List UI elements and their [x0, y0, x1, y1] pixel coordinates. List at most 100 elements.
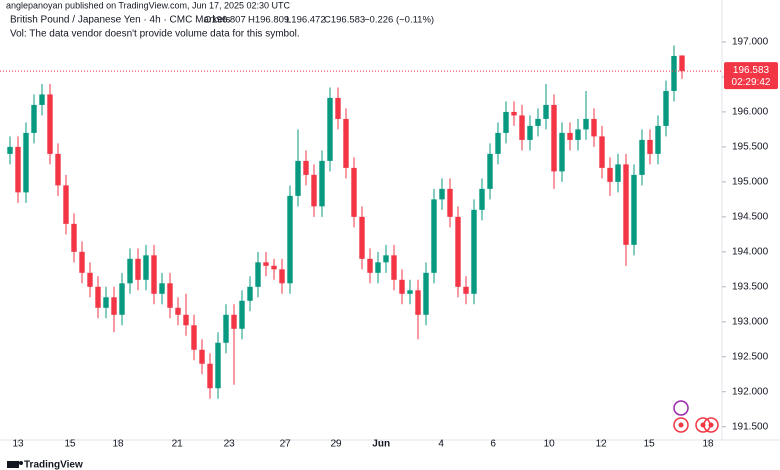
x-tick-label: 29 — [330, 439, 342, 450]
candle-body — [607, 167, 613, 182]
change: −0.226 (−0.11%) — [364, 15, 434, 26]
candle-body — [15, 146, 21, 193]
candle-body — [183, 314, 189, 326]
x-tick-label: 23 — [224, 439, 236, 450]
candle-body — [199, 349, 205, 364]
candle-body — [391, 255, 397, 280]
candle-body — [399, 279, 405, 294]
candle-body — [447, 188, 453, 217]
candle-body — [647, 139, 653, 154]
candle-body — [551, 104, 557, 172]
candle-body — [119, 283, 125, 315]
tv-logo — [7, 461, 23, 468]
candle-body — [487, 153, 493, 189]
y-tick-label: 197.000 — [732, 37, 769, 48]
candle-body — [383, 255, 389, 263]
candle-body — [351, 167, 357, 217]
candle-body — [31, 104, 37, 133]
candle-body — [343, 118, 349, 168]
candle-body — [263, 262, 269, 266]
candle-body — [303, 160, 309, 175]
candle-body — [327, 97, 333, 161]
candle-body — [463, 286, 469, 294]
candle-body — [359, 216, 365, 259]
candle-body — [599, 136, 605, 168]
y-tick-label: 194.000 — [732, 246, 769, 257]
x-tick-label: 15 — [644, 439, 656, 450]
candle-body — [663, 90, 669, 126]
candle-body — [639, 139, 645, 175]
ohlc-low: L196.472 — [286, 15, 326, 26]
x-tick-label: 12 — [596, 439, 608, 450]
candle-body — [519, 115, 525, 140]
candle-body — [495, 132, 501, 154]
candle-body — [271, 265, 277, 270]
candle-body — [367, 258, 373, 273]
candle-body — [295, 160, 301, 196]
y-tick-label: 192.000 — [732, 386, 769, 397]
candle-body — [503, 111, 509, 133]
candle-body — [431, 199, 437, 273]
candle-body — [71, 223, 77, 252]
candle-body — [7, 146, 13, 154]
candle-body — [215, 342, 221, 389]
candle-body — [287, 195, 293, 284]
y-tick-label: 195.000 — [732, 177, 769, 188]
candle-body — [567, 132, 573, 140]
candle-body — [47, 94, 53, 154]
candle-body — [95, 286, 101, 308]
candle-body — [679, 55, 685, 72]
candle-body — [167, 283, 173, 308]
x-tick-label: 15 — [64, 439, 76, 450]
candle-body — [23, 132, 29, 193]
candle-body — [279, 269, 285, 284]
candle-body — [231, 314, 237, 329]
candle-body — [135, 258, 141, 280]
candle-body — [415, 290, 421, 315]
y-tick-label: 193.500 — [732, 281, 769, 292]
x-tick-label: 21 — [172, 439, 184, 450]
x-tick-label: 10 — [544, 439, 556, 450]
candle-body — [543, 104, 549, 119]
candle-body — [239, 300, 245, 329]
candle-body — [111, 297, 117, 315]
candle-body — [591, 118, 597, 137]
ohlc-high: H196.809 — [248, 15, 289, 26]
candle-body — [471, 209, 477, 294]
y-tick-label: 195.500 — [732, 142, 769, 153]
y-tick-label: 194.500 — [732, 211, 769, 222]
candle-body — [87, 272, 93, 287]
last-price-box — [724, 62, 778, 90]
x-tick-label: 4 — [438, 439, 444, 450]
candle-body — [439, 188, 445, 200]
candle-body — [311, 174, 317, 207]
candle-body — [335, 97, 341, 119]
last-price-label: 196.583 — [733, 65, 770, 76]
candle-body — [479, 188, 485, 210]
candle-body — [455, 216, 461, 287]
ohlc-open: O196.807 — [204, 15, 246, 26]
publisher: anglepanoyan published on TradingView.co… — [6, 0, 291, 10]
candle-body — [127, 258, 133, 284]
x-tick-label: 18 — [702, 439, 714, 450]
candle-body — [255, 262, 261, 287]
candle-body — [143, 255, 149, 280]
x-tick-label: Jun — [372, 439, 390, 450]
volume-note: Vol: The data vendor doesn't provide vol… — [10, 29, 300, 40]
candle-body — [207, 363, 213, 389]
x-tick-label: 6 — [490, 439, 496, 450]
candle-body — [511, 111, 517, 116]
x-tick-label: 13 — [12, 439, 24, 450]
x-tick-label: 18 — [112, 439, 124, 450]
y-tick-label: 192.500 — [732, 351, 769, 362]
candle-body — [631, 174, 637, 245]
brand: TradingView — [24, 460, 83, 470]
plot — [7, 45, 685, 399]
candle-body — [63, 185, 69, 224]
ohlc-close: C196.583 — [324, 15, 365, 26]
candle-body — [175, 307, 181, 315]
candle-body — [559, 132, 565, 172]
candle-body — [151, 255, 157, 294]
